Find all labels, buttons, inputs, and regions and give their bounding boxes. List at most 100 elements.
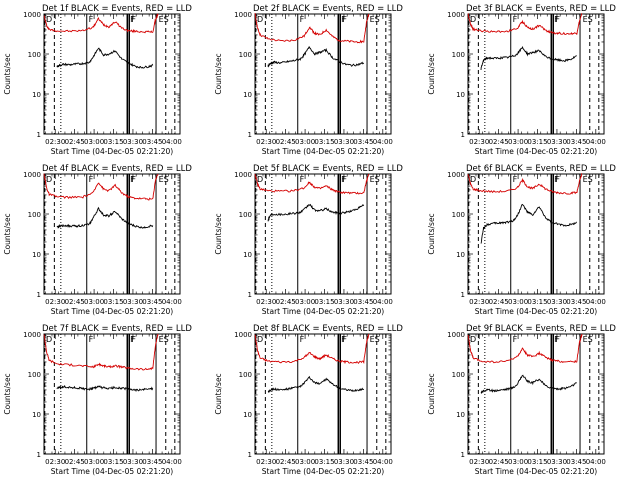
y-tick-label: 1 — [248, 291, 252, 299]
flag-label: ES — [159, 175, 169, 184]
x-tick-label: 02:30 — [469, 458, 489, 466]
y-tick-label: 100 — [28, 371, 41, 379]
y-tick-label: 1000 — [447, 11, 465, 19]
chart-title: Det 7f BLACK = Events, RED = LLD — [42, 324, 192, 334]
flag-label: ES — [583, 335, 593, 344]
y-tick-label: 1 — [37, 131, 41, 139]
flag-label: ES — [159, 335, 169, 344]
y-tick-label: 1000 — [23, 171, 41, 179]
flag-label: F — [131, 175, 136, 184]
y-tick-label: 100 — [452, 211, 465, 219]
y-tick-label: 100 — [28, 51, 41, 59]
x-tick-label: 03:00 — [84, 458, 104, 466]
plot-frame — [467, 333, 605, 455]
y-tick-label: 1 — [37, 291, 41, 299]
x-tick-label: 03:45 — [142, 298, 162, 306]
flag-label: D — [470, 15, 476, 24]
x-tick-label: 02:30 — [45, 458, 65, 466]
plot-frame — [467, 173, 605, 295]
x-tick-label: 03:30 — [123, 458, 143, 466]
chart-panel: Det 2f BLACK = Events, RED = LLD Counts/s… — [214, 4, 403, 156]
series-events-line — [56, 47, 154, 69]
x-tick-label: 02:30 — [45, 138, 65, 146]
series-events-line — [267, 375, 365, 393]
flag-label: ES — [370, 175, 380, 184]
x-tick-label: 03:00 — [295, 458, 315, 466]
flag-label: F — [342, 15, 347, 24]
chart-panel: Det 4f BLACK = Events, RED = LLD Counts/s… — [3, 164, 192, 316]
chart-panel: Det 3f BLACK = Events, RED = LLD Counts/s… — [427, 4, 616, 156]
x-tick-label: 02:45 — [65, 138, 85, 146]
x-tick-label: 03:15 — [314, 298, 334, 306]
plot-frame — [254, 13, 392, 135]
x-axis-label: Start Time (04-Dec-05 02:21:20) — [262, 147, 384, 156]
chart-title: Det 9f BLACK = Events, RED = LLD — [466, 324, 616, 334]
y-axis-label: Counts/sec — [427, 373, 436, 414]
flag-label: F — [554, 335, 559, 344]
y-axis-label: Counts/sec — [427, 213, 436, 254]
x-tick-label: 02:45 — [276, 138, 296, 146]
x-tick-label: 02:45 — [489, 298, 509, 306]
flag-label: F — [300, 175, 305, 184]
x-tick-label: 04:00 — [373, 458, 393, 466]
flag-label: ES — [370, 15, 380, 24]
x-tick-label: 03:00 — [508, 458, 528, 466]
plot-frame — [43, 13, 181, 135]
series-lld-line — [467, 333, 583, 364]
y-tick-label: 1000 — [23, 331, 41, 339]
x-tick-label: 02:30 — [256, 138, 276, 146]
x-tick-label: 04:00 — [162, 458, 182, 466]
y-axis-label: Counts/sec — [214, 373, 223, 414]
x-tick-label: 03:30 — [334, 298, 354, 306]
series-lld-line — [254, 333, 370, 365]
x-tick-label: 03:15 — [527, 298, 547, 306]
x-tick-label: 03:00 — [84, 298, 104, 306]
flag-label: F — [513, 175, 518, 184]
y-tick-label: 1000 — [234, 11, 252, 19]
flag-label: F — [341, 335, 346, 344]
x-tick-label: 02:45 — [276, 458, 296, 466]
y-tick-label: 100 — [239, 51, 252, 59]
y-tick-label: 1 — [248, 451, 252, 459]
y-tick-label: 10 — [32, 411, 41, 419]
x-axis-label: Start Time (04-Dec-05 02:21:20) — [475, 147, 597, 156]
x-tick-label: 03:45 — [353, 138, 373, 146]
x-axis-label: Start Time (04-Dec-05 02:21:20) — [475, 467, 597, 476]
y-tick-label: 1 — [248, 131, 252, 139]
x-tick-label: 03:30 — [547, 138, 567, 146]
plot-frame — [254, 173, 392, 295]
flag-label: F — [131, 15, 136, 24]
chart-panel: Det 1f BLACK = Events, RED = LLD Counts/s… — [3, 4, 192, 156]
x-tick-label: 04:00 — [162, 138, 182, 146]
y-axis-label: Counts/sec — [214, 53, 223, 94]
x-tick-label: 03:30 — [123, 138, 143, 146]
y-tick-label: 1 — [37, 451, 41, 459]
chart-panel: Det 9f BLACK = Events, RED = LLD Counts/s… — [427, 324, 616, 476]
y-tick-label: 1 — [461, 131, 465, 139]
x-axis-label: Start Time (04-Dec-05 02:21:20) — [51, 147, 173, 156]
y-tick-label: 1000 — [447, 171, 465, 179]
plot-frame — [43, 333, 181, 455]
chart-title: Det 8f BLACK = Events, RED = LLD — [253, 324, 403, 334]
x-tick-label: 03:00 — [295, 298, 315, 306]
y-tick-label: 100 — [28, 211, 41, 219]
y-tick-label: 1 — [461, 451, 465, 459]
chart-panel: Det 7f BLACK = Events, RED = LLD Counts/s… — [3, 324, 192, 476]
y-axis-label: Counts/sec — [427, 53, 436, 94]
flag-label: F — [341, 175, 346, 184]
flag-label: D — [46, 175, 52, 184]
y-tick-label: 10 — [456, 91, 465, 99]
flag-label: ES — [583, 175, 593, 184]
x-tick-label: 04:00 — [586, 458, 606, 466]
series-events-line — [267, 203, 365, 222]
flag-label: F — [89, 15, 94, 24]
x-tick-label: 03:15 — [103, 138, 123, 146]
x-tick-label: 03:45 — [566, 298, 586, 306]
x-tick-label: 02:45 — [65, 458, 85, 466]
series-lld-line — [43, 13, 159, 34]
series-lld-line — [467, 13, 583, 36]
x-tick-label: 03:00 — [508, 298, 528, 306]
x-tick-label: 03:45 — [566, 138, 586, 146]
flag-label: F — [300, 15, 305, 24]
